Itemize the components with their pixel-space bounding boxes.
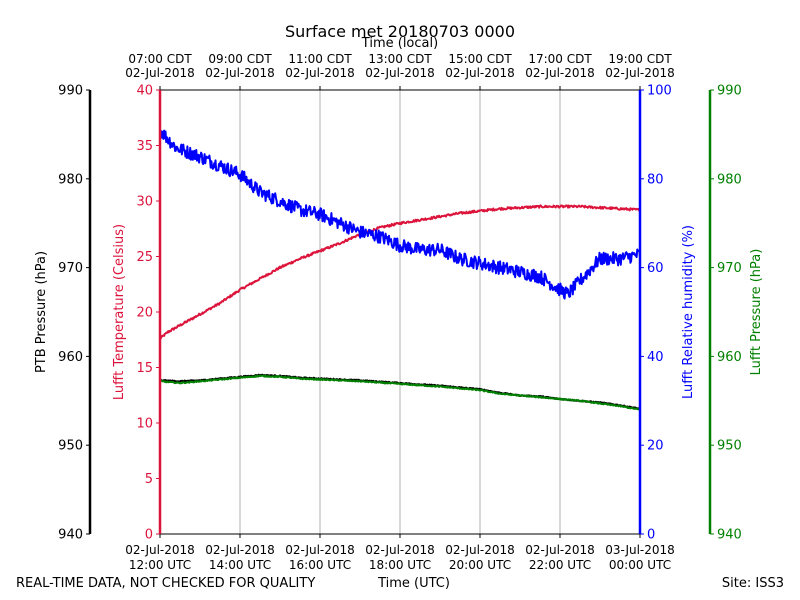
rh-tick-label: 0 bbox=[647, 528, 655, 543]
series-line-lufft-relative-humidity bbox=[159, 129, 641, 300]
rh-tick-label: 20 bbox=[647, 439, 664, 454]
temp-tick-label: 30 bbox=[136, 195, 153, 210]
series-lines bbox=[159, 129, 641, 411]
x-tick-time: 18:00 UTC bbox=[369, 558, 431, 572]
temp-tick-label: 15 bbox=[136, 361, 153, 376]
lp-tick-label: 970 bbox=[717, 261, 742, 276]
ptb-axis-label: PTB Pressure (hPa) bbox=[34, 251, 49, 373]
temp-tick-label: 35 bbox=[136, 139, 153, 154]
top-tick-date: 02-Jul-2018 bbox=[525, 66, 595, 80]
temp-tick-label: 25 bbox=[136, 250, 153, 265]
ptb-tick-label: 990 bbox=[58, 84, 83, 99]
ptb-tick-label: 950 bbox=[58, 439, 83, 454]
top-tick-date: 02-Jul-2018 bbox=[365, 66, 435, 80]
top-tick-time: 13:00 CDT bbox=[368, 52, 432, 66]
x-tick-time: 22:00 UTC bbox=[529, 558, 591, 572]
x-tick-date: 02-Jul-2018 bbox=[365, 543, 435, 557]
quality-disclaimer: REAL-TIME DATA, NOT CHECKED FOR QUALITY bbox=[16, 576, 315, 591]
x-tick-date: 02-Jul-2018 bbox=[125, 543, 195, 557]
site-label: Site: ISS3 bbox=[722, 576, 784, 591]
rh-tick-label: 80 bbox=[647, 172, 664, 187]
rh-tick-label: 40 bbox=[647, 350, 664, 365]
top-axis-label: Time (local) bbox=[361, 36, 438, 51]
axes: 940 950 960 970 980 990 PTB Pressure (hPa) 0 5 10… bbox=[34, 52, 764, 572]
x-tick-time: 00:00 UTC bbox=[609, 558, 671, 572]
temp-tick-label: 5 bbox=[145, 472, 153, 487]
temp-tick-label: 0 bbox=[145, 528, 153, 543]
chart-title: Surface met 20180703 0000 bbox=[285, 22, 515, 41]
x-tick-date: 02-Jul-2018 bbox=[525, 543, 595, 557]
top-tick-time: 19:00 CDT bbox=[608, 52, 672, 66]
ptb-tick-label: 980 bbox=[58, 172, 83, 187]
top-tick-time: 11:00 CDT bbox=[288, 52, 352, 66]
x-tick-date: 03-Jul-2018 bbox=[605, 543, 675, 557]
x-tick-time: 20:00 UTC bbox=[449, 558, 511, 572]
x-axis-label: Time (UTC) bbox=[377, 576, 450, 591]
temp-tick-label: 20 bbox=[136, 306, 153, 321]
top-tick-time: 17:00 CDT bbox=[528, 52, 592, 66]
ptb-tick-label: 960 bbox=[58, 350, 83, 365]
ptb-tick-label: 970 bbox=[58, 261, 83, 276]
x-tick-date: 02-Jul-2018 bbox=[285, 543, 355, 557]
top-tick-time: 07:00 CDT bbox=[128, 52, 192, 66]
series-line-lufft-temperature bbox=[159, 204, 641, 340]
top-tick-time: 15:00 CDT bbox=[448, 52, 512, 66]
lp-tick-label: 960 bbox=[717, 350, 742, 365]
top-tick-time: 09:00 CDT bbox=[208, 52, 272, 66]
x-tick-time: 12:00 UTC bbox=[129, 558, 191, 572]
rh-axis-label: Lufft Relative humidity (%) bbox=[681, 225, 696, 399]
top-tick-date: 02-Jul-2018 bbox=[125, 66, 195, 80]
top-tick-date: 02-Jul-2018 bbox=[205, 66, 275, 80]
lp-tick-label: 990 bbox=[717, 84, 742, 99]
x-tick-date: 02-Jul-2018 bbox=[205, 543, 275, 557]
vertical-gridlines bbox=[239, 90, 561, 534]
x-tick-time: 14:00 UTC bbox=[209, 558, 271, 572]
ptb-tick-label: 940 bbox=[58, 528, 83, 543]
lp-axis-label: Lufft Pressure (hPa) bbox=[749, 249, 764, 376]
rh-tick-label: 100 bbox=[647, 84, 672, 99]
lp-tick-label: 940 bbox=[717, 528, 742, 543]
lp-tick-label: 950 bbox=[717, 439, 742, 454]
lp-tick-label: 980 bbox=[717, 172, 742, 187]
series-line-lufft-pressure bbox=[159, 374, 641, 411]
rh-tick-label: 60 bbox=[647, 261, 664, 276]
top-tick-date: 02-Jul-2018 bbox=[605, 66, 675, 80]
temp-tick-label: 10 bbox=[136, 417, 153, 432]
top-tick-date: 02-Jul-2018 bbox=[285, 66, 355, 80]
temp-tick-label: 40 bbox=[136, 84, 153, 99]
x-tick-time: 16:00 UTC bbox=[289, 558, 351, 572]
top-tick-date: 02-Jul-2018 bbox=[445, 66, 515, 80]
x-tick-date: 02-Jul-2018 bbox=[445, 543, 515, 557]
temp-axis-label: Lufft Temperature (Celsius) bbox=[112, 224, 127, 400]
